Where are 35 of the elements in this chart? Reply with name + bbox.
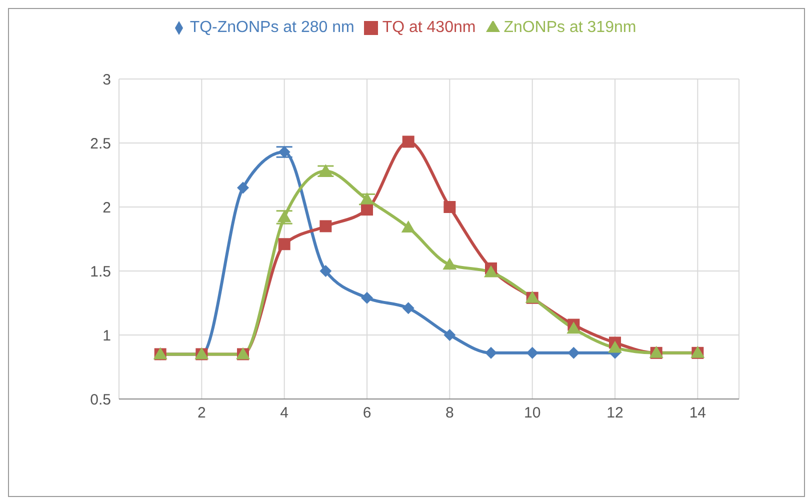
legend-label: TQ at 430nm (382, 19, 476, 36)
x-tick-label: 12 (606, 404, 624, 422)
point (485, 346, 497, 359)
point (444, 329, 456, 341)
point (237, 182, 249, 194)
point (444, 201, 456, 213)
x-tick-label: 6 (362, 404, 372, 422)
x-tick-label: 10 (524, 404, 541, 422)
y-tick-label: 3 (102, 71, 111, 88)
point (608, 340, 622, 353)
point (566, 322, 581, 334)
legend-label: ZnONPs at 319nm (504, 19, 636, 36)
y-tick-label: 2.5 (90, 135, 111, 152)
y-tick-label: 0.5 (90, 391, 111, 408)
x-tick-label: 14 (689, 404, 706, 422)
point (568, 346, 580, 359)
point (278, 238, 290, 250)
x-tick-label: 8 (445, 404, 454, 422)
legend-label: TQ-ZnONPs at 280 nm (190, 19, 354, 36)
point (320, 265, 332, 277)
point (278, 146, 290, 158)
x-tick-label: 2 (197, 404, 206, 422)
y-tick-label: 1.5 (90, 263, 111, 280)
point (320, 220, 332, 232)
x-tick-label: 4 (280, 404, 289, 422)
y-tick-label: 1 (102, 327, 111, 344)
y-tick-label: 2 (102, 199, 111, 216)
point (401, 220, 416, 232)
point (361, 204, 373, 216)
point (402, 136, 414, 148)
point (361, 292, 373, 304)
point (484, 265, 498, 278)
point (402, 302, 414, 314)
point (442, 258, 457, 270)
point (526, 346, 538, 359)
